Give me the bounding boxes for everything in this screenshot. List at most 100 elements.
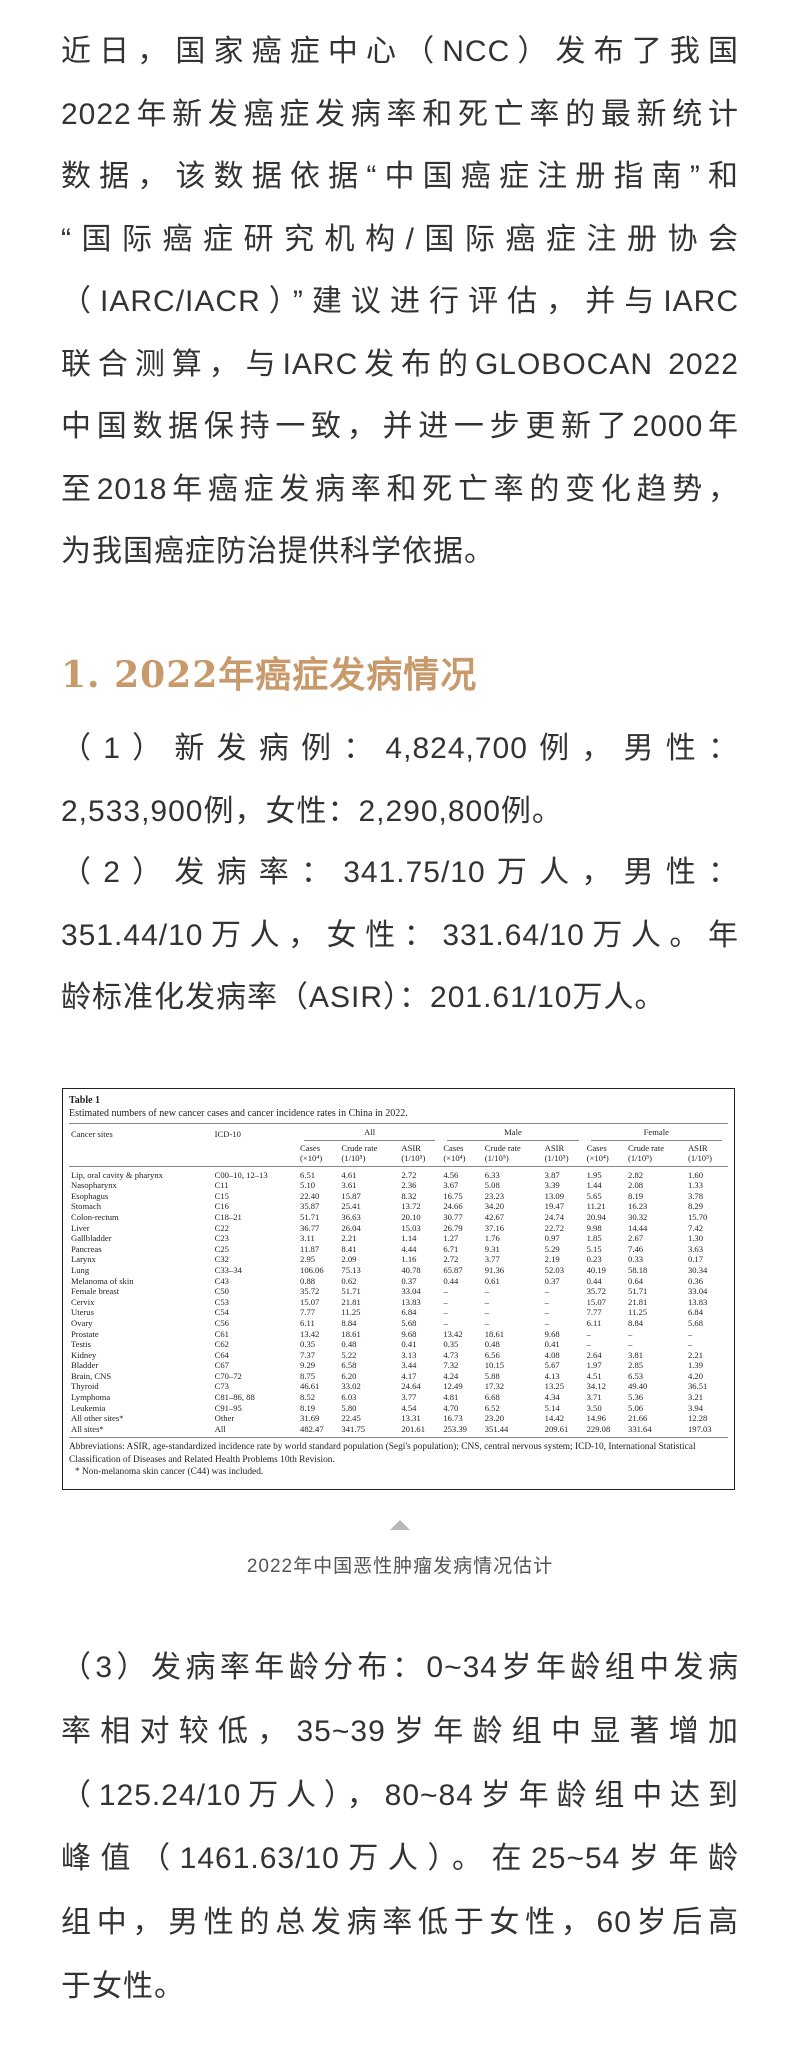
cell-value: 12.49 bbox=[443, 1381, 463, 1392]
table-row: Kidney C64 7.37 5.22 3.13 4.73 6.56 4.08 2.64 3.8… bbox=[69, 1350, 728, 1361]
cell-value: 21.81 bbox=[628, 1296, 648, 1307]
cell-value: 0.44 bbox=[586, 1275, 602, 1286]
cell-value: 5.14 bbox=[544, 1402, 560, 1413]
cell-value: 2.08 bbox=[628, 1180, 644, 1191]
cell-value: – bbox=[544, 1286, 549, 1297]
table-row: Nasopharynx C11 5.10 3.61 2.36 3.67 5.08 3.39 1.… bbox=[69, 1180, 728, 1191]
cell-icd: C15 bbox=[214, 1190, 229, 1201]
subheader-cases: Cases (×10⁴) bbox=[441, 1140, 483, 1167]
cell-value: – bbox=[443, 1286, 448, 1297]
cell-site: Colon-rectum bbox=[71, 1211, 119, 1222]
subheader-unit: (1/10⁵) bbox=[687, 1152, 712, 1163]
cell-value: 23.23 bbox=[484, 1190, 505, 1201]
cell-value: 4.73 bbox=[443, 1349, 459, 1360]
cell-value: – bbox=[544, 1307, 549, 1318]
cell-value: 24.64 bbox=[401, 1381, 421, 1392]
cell-value: 331.64 bbox=[626, 1423, 686, 1439]
incidence-table-image: Table 1 Estimated numbers of new cancer … bbox=[62, 1088, 735, 1490]
cell-value: 18.61 bbox=[484, 1328, 505, 1339]
table-row: Ovary C56 6.11 8.84 5.68 – – – 6.11 8.84 5.68 bbox=[69, 1318, 728, 1329]
incidence-rate-paragraph: （2）发病率：341.75/10万人，男性： 351.44/10万人，女性：331… bbox=[61, 842, 739, 1030]
cell-value: 34.20 bbox=[484, 1201, 505, 1212]
cell-value: 4.54 bbox=[401, 1402, 417, 1413]
cell-icd: C23 bbox=[214, 1233, 229, 1244]
cell-value: 91.36 bbox=[484, 1264, 505, 1275]
cell-value: 13.83 bbox=[401, 1296, 421, 1307]
cell-value: 15.87 bbox=[341, 1190, 361, 1201]
cell-value: 16.75 bbox=[443, 1190, 463, 1201]
cell-value: 0.48 bbox=[341, 1339, 357, 1350]
cell-site: Melanoma of skin bbox=[71, 1275, 134, 1286]
cell-value: 209.61 bbox=[542, 1423, 585, 1439]
cell-value: 22.72 bbox=[544, 1222, 565, 1233]
text-line: 2,533,900例，女性：2,290,800例。 bbox=[61, 794, 563, 828]
cell-site: Esophagus bbox=[71, 1190, 109, 1201]
cell-site: Pancreas bbox=[71, 1243, 102, 1254]
cell-value: 3.71 bbox=[586, 1392, 602, 1403]
cell-site: Testis bbox=[71, 1339, 91, 1350]
cell-value: 4.13 bbox=[544, 1370, 560, 1381]
cell-value: 2.72 bbox=[401, 1169, 417, 1180]
cell-value: 33.04 bbox=[687, 1286, 708, 1297]
cell-value: 20.94 bbox=[586, 1211, 606, 1222]
cell-value: 9.68 bbox=[544, 1328, 560, 1339]
group-male: Male bbox=[447, 1127, 579, 1141]
subheader-label: Crude rate bbox=[341, 1142, 378, 1153]
text-line: 至2018年癌症发病率和死亡率的变化趋势， bbox=[61, 472, 739, 506]
cell-site: All sites* bbox=[69, 1423, 213, 1439]
cell-value: 33.04 bbox=[401, 1286, 421, 1297]
cell-value: 1.14 bbox=[401, 1233, 417, 1244]
cell-value: 5.10 bbox=[300, 1180, 316, 1191]
cell-icd: C54 bbox=[214, 1307, 229, 1318]
cell-value: 0.37 bbox=[544, 1275, 560, 1286]
cell-value: 13.25 bbox=[544, 1381, 565, 1392]
cell-value: 11.25 bbox=[341, 1307, 361, 1318]
cell-value: 5.22 bbox=[341, 1349, 357, 1360]
cell-value: 9.31 bbox=[484, 1243, 500, 1254]
cell-value: 4.70 bbox=[443, 1402, 459, 1413]
cell-value: 7.37 bbox=[300, 1349, 316, 1360]
cell-value: 3.77 bbox=[401, 1392, 417, 1403]
cell-value: 0.88 bbox=[300, 1275, 316, 1286]
cell-value: 5.80 bbox=[341, 1402, 357, 1413]
cell-icd: C25 bbox=[214, 1243, 229, 1254]
group-female: Female bbox=[590, 1127, 722, 1141]
cell-value: 65.87 bbox=[443, 1264, 463, 1275]
table-row: Esophagus C15 22.40 15.87 8.32 16.75 23.23 13.0… bbox=[69, 1191, 728, 1202]
text-line: “国际癌症研究机构/国际癌症注册协会 bbox=[61, 222, 739, 256]
cell-value: 6.03 bbox=[341, 1392, 357, 1403]
text-line: 数据，该数据依据“中国癌症注册指南”和 bbox=[61, 160, 739, 193]
cell-value: 0.17 bbox=[687, 1254, 704, 1265]
cell-site: Brain, CNS bbox=[71, 1370, 112, 1381]
cell-value: 36.51 bbox=[687, 1381, 708, 1392]
text-line: 2022年新发癌症发病率和死亡率的最新统计 bbox=[61, 97, 739, 131]
cell-icd: C32 bbox=[214, 1254, 229, 1265]
cell-value: – bbox=[628, 1339, 633, 1350]
cell-value: 201.61 bbox=[399, 1423, 442, 1439]
cell-site: Stomach bbox=[71, 1201, 102, 1212]
cell-value: 8.32 bbox=[401, 1190, 417, 1201]
cell-value: 5.29 bbox=[544, 1243, 560, 1254]
table-row: Female breast C50 35.72 51.71 33.04 – – – 35.72 5… bbox=[69, 1286, 728, 1297]
subheader-label: ASIR bbox=[687, 1142, 708, 1153]
text-line: 龄标准化发病率（ASIR）：201.61/10万人。 bbox=[61, 981, 666, 1014]
cell-value: 4.44 bbox=[401, 1243, 417, 1254]
cell-value: 2.21 bbox=[341, 1233, 357, 1244]
cell-value: 3.39 bbox=[544, 1180, 560, 1191]
cell-value: 3.50 bbox=[586, 1402, 602, 1413]
subheader-unit: (1/10⁵) bbox=[628, 1152, 653, 1163]
cell-value: 2.85 bbox=[628, 1360, 644, 1371]
cell-site: Kidney bbox=[71, 1349, 97, 1360]
subheader-asir: ASIR (1/10⁵) bbox=[542, 1140, 585, 1167]
cell-icd: All bbox=[212, 1423, 299, 1439]
cell-value: 14.44 bbox=[628, 1222, 648, 1233]
table-label: Table 1 bbox=[69, 1095, 101, 1106]
cell-value: 42.67 bbox=[484, 1211, 505, 1222]
cell-value: – bbox=[484, 1317, 490, 1328]
cell-value: 4.24 bbox=[443, 1370, 459, 1381]
subheader-label: Crude rate bbox=[484, 1142, 521, 1153]
cell-value: 0.48 bbox=[484, 1339, 500, 1350]
text-line: 联合测算，与IARC发布的GLOBOCAN 2022 bbox=[61, 347, 739, 381]
cell-value: 3.77 bbox=[484, 1254, 500, 1265]
cell-value: 14.42 bbox=[544, 1413, 565, 1424]
